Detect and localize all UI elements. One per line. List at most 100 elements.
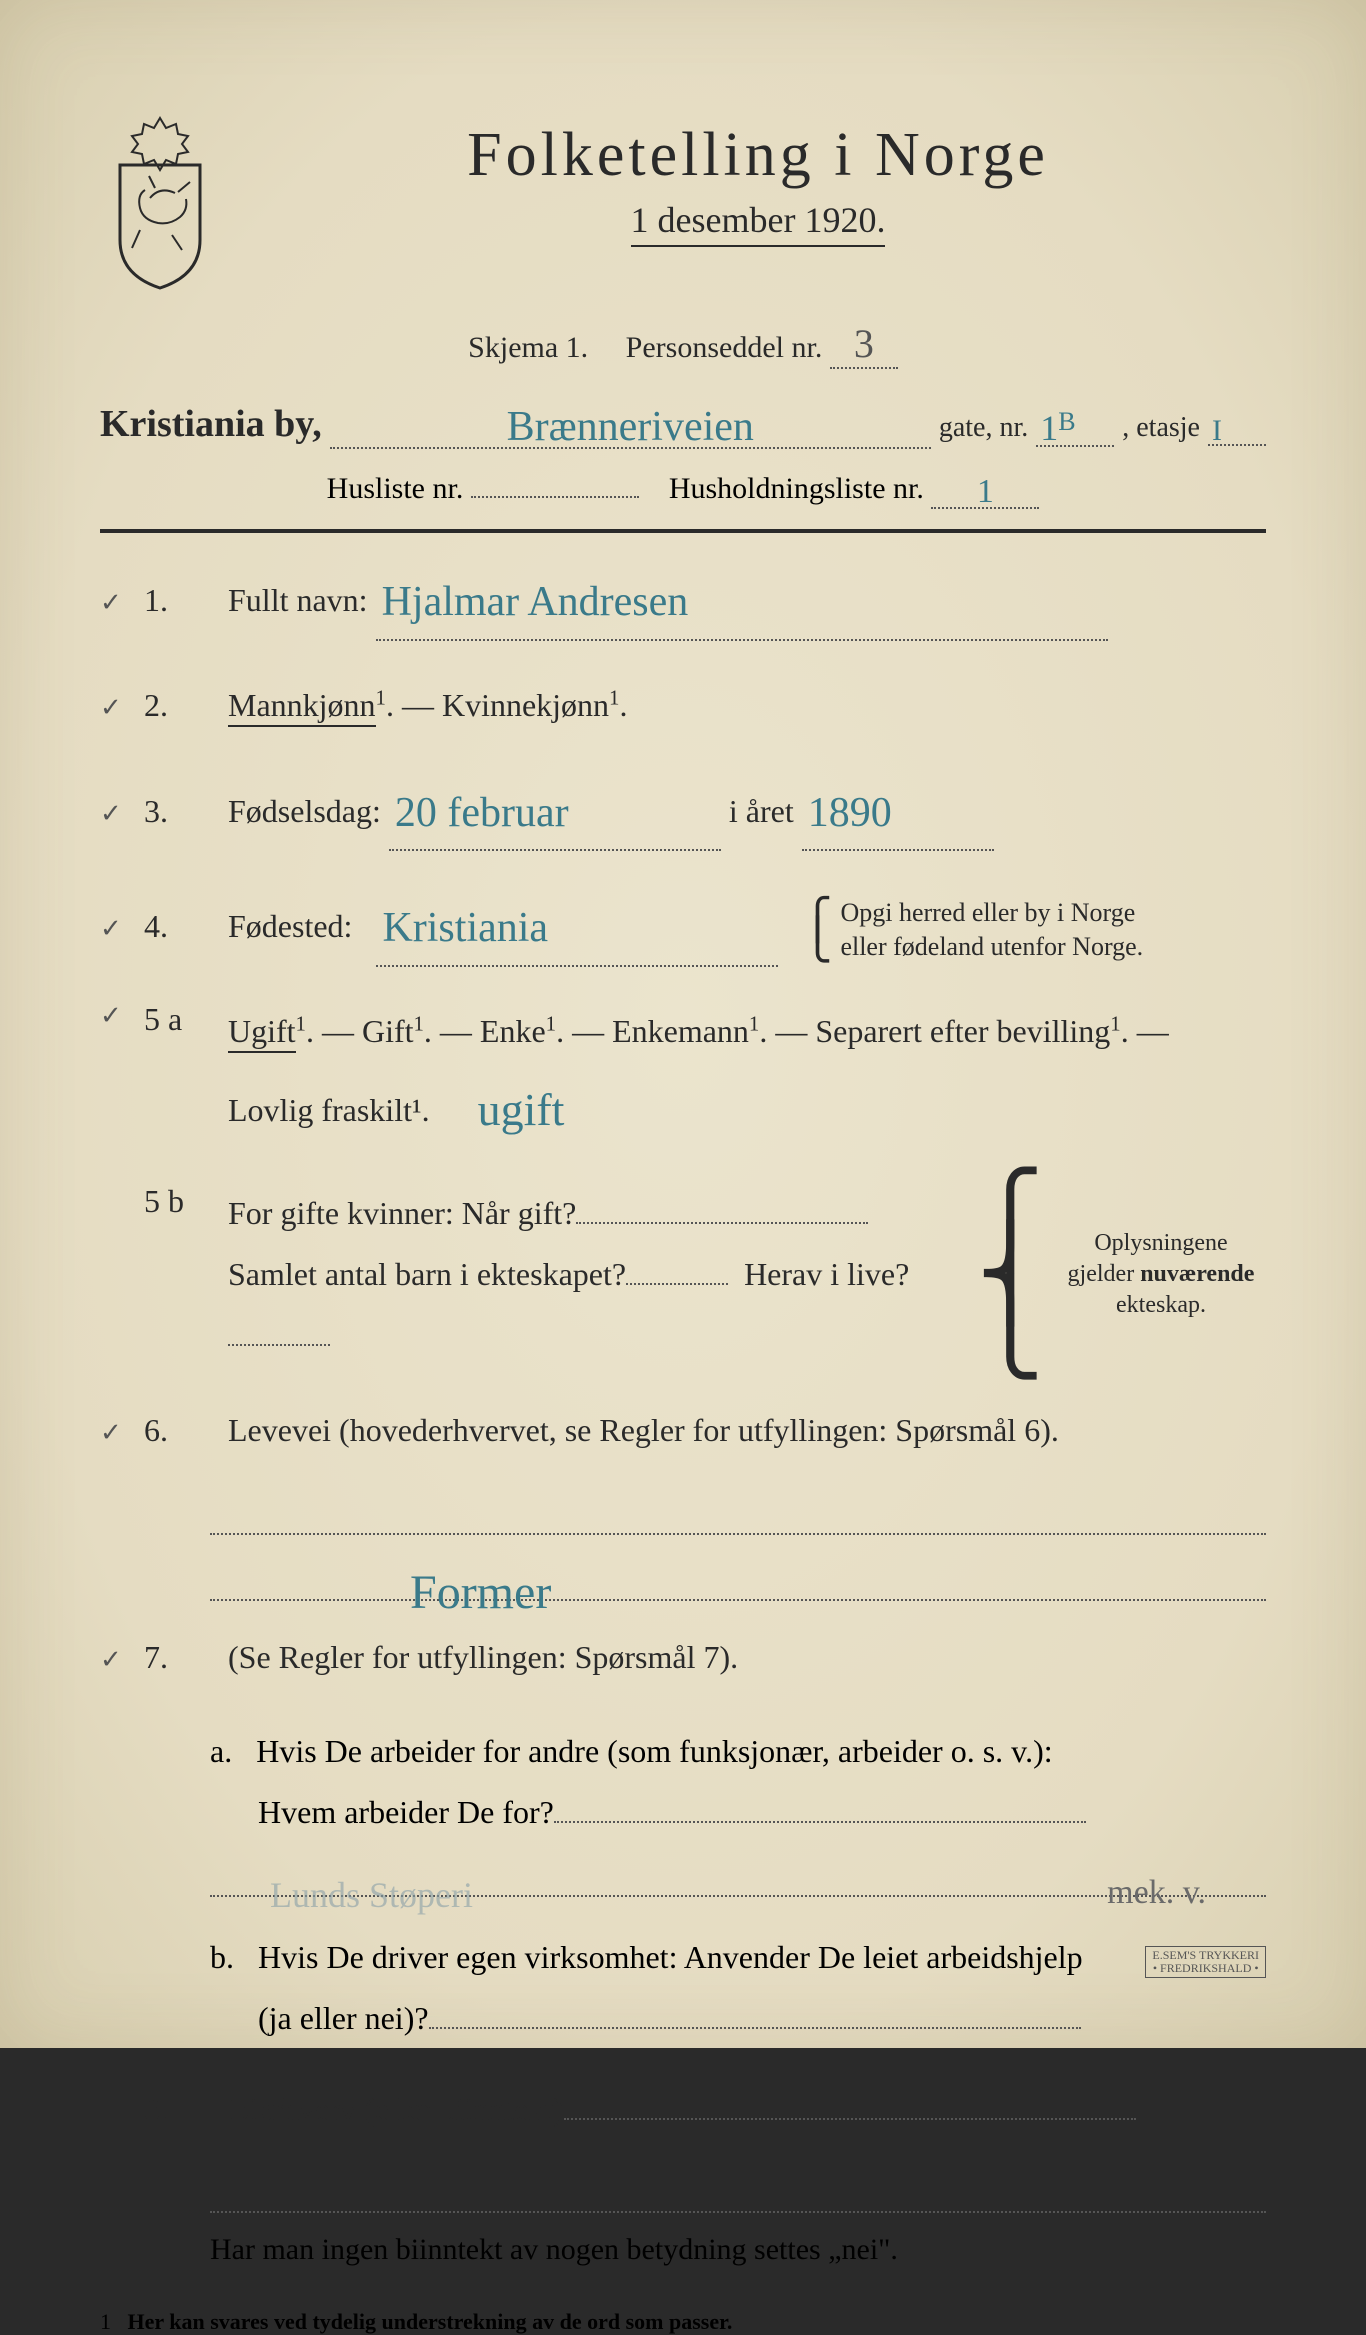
sub-date-wrap: 1 desember 1920. (250, 191, 1266, 247)
street-field: Brænneriveien (330, 399, 931, 449)
footer-note1: Har man ingen biinntekt av nogen betydni… (210, 2233, 1266, 2267)
q5b-body: For gifte kvinner: Når gift? Samlet anta… (228, 1183, 1266, 1365)
gate-nr-label: gate, nr. (939, 412, 1028, 444)
q8-field (564, 2118, 1136, 2120)
q5a-row: ✓ 5 a Ugift1. — Gift1. — Enke1. — Enkema… (100, 1001, 1266, 1149)
q4-label: Fødested: (228, 908, 352, 944)
q4-brace-block: ⎧⎩ Opgi herred eller by i Norge eller fø… (802, 896, 1143, 964)
q4-note2: eller fødeland utenfor Norge. (840, 932, 1143, 961)
q5a-num: 5 a (144, 1001, 214, 1038)
q2-female: Kvinnekjønn (442, 687, 609, 723)
q7b-field (429, 2027, 1081, 2029)
skjema-label: Skjema 1. (468, 331, 588, 364)
q6-row: ✓ 6. Levevei (hovederhvervet, se Regler … (100, 1400, 1266, 1461)
q4-row: ✓ 4. Fødested: Kristiania ⎧⎩ Opgi herred… (100, 885, 1266, 967)
q5b-left: For gifte kvinner: Når gift? Samlet anta… (228, 1183, 965, 1365)
q1-body: Fullt navn: Hjalmar Andresen (228, 559, 1266, 641)
q3-check: ✓ (100, 799, 130, 829)
footnote-row: 1 Her kan svares ved tydelig understrekn… (100, 2309, 1266, 2335)
q2-sup2: 1 (609, 686, 619, 709)
q5b-brace-icon: ⎧⎨⎩ (977, 1194, 1045, 1356)
q8-dotted (210, 2173, 1266, 2213)
q7b-text1: Hvis De driver egen virksomhet: Anvender… (258, 1939, 1083, 1975)
q7a-field (554, 1821, 1086, 1823)
q8-body: Bierhverv (eller biinntekt) (228, 2079, 1266, 2140)
q7-label: (Se Regler for utfyllingen: Spørsmål 7). (228, 1639, 738, 1675)
q7a-dotted: Lunds Støperi mek. v. (210, 1857, 1266, 1897)
q1-check: ✓ (100, 588, 130, 618)
printer2: • FREDRIKSHALD • (1153, 1961, 1259, 1975)
q7b-block: b. Hvis De driver egen virksomhet: Anven… (210, 1927, 1266, 2049)
q5a-check: ✓ (100, 1001, 130, 1031)
q2-period2: . (619, 687, 627, 723)
header: Folketelling i Norge 1 desember 1920. (100, 110, 1266, 290)
footnote-text: Her kan svares ved tydelig understreknin… (128, 2309, 733, 2334)
q2-dash: — (402, 687, 442, 723)
coat-of-arms-icon (100, 110, 220, 290)
q8-num: 8. (144, 2091, 214, 2128)
printer1: E.SEM'S TRYKKERI (1152, 1948, 1259, 1962)
q5b-note3: ekteskap. (1116, 1292, 1206, 1318)
q4-brace-top: ⎧⎩ (802, 910, 832, 950)
skjema-line: Skjema 1. Personseddel nr. 3 (100, 320, 1266, 369)
q7a-text2: Hvem arbeider De for? (258, 1794, 554, 1830)
divider (100, 529, 1266, 533)
etasje-label: , etasje (1122, 412, 1200, 444)
q3-year-value: 1890 (808, 774, 892, 854)
q3-day-value: 20 februar (395, 774, 569, 854)
q5b-note1: Oplysningene (1094, 1230, 1227, 1256)
gate-nr-value: 1 (1040, 407, 1058, 449)
q7b-label: b. (210, 1939, 234, 1975)
census-form-page: Folketelling i Norge 1 desember 1920. Sk… (0, 0, 1366, 2048)
q1-value: Hjalmar Andresen (382, 563, 689, 643)
sub-date: 1 desember 1920. (631, 199, 886, 247)
q7-num: 7. (144, 1639, 214, 1676)
personseddel-label: Personseddel nr. (626, 331, 823, 364)
q7a-faded: Lunds Støperi (270, 1861, 473, 1895)
q6-value-line: Former (210, 1561, 1266, 1601)
q5b-note: Oplysningene gjelder nuværende ekteskap. (1056, 1228, 1266, 1322)
q5a-opts2: Lovlig fraskilt¹. (228, 1092, 430, 1128)
q3-year-label: i året (729, 793, 794, 829)
q1-label: Fullt navn: (228, 582, 368, 618)
q6-blank-line (210, 1495, 1266, 1535)
q3-year-field: 1890 (802, 770, 994, 852)
q6-num: 6. (144, 1412, 214, 1449)
shield-svg (100, 110, 220, 290)
q4-body: Fødested: Kristiania ⎧⎩ Opgi herred elle… (228, 885, 1266, 967)
q5b-line1a: For gifte kvinner: Når gift? (228, 1195, 576, 1231)
q2-check: ✓ (100, 693, 130, 723)
q7-check: ✓ (100, 1645, 130, 1675)
street-value: Brænneriveien (507, 403, 754, 451)
q2-body: Mannkjønn1. — Kvinnekjønn1. (228, 675, 1266, 736)
q5a-ugift: Ugift (228, 1013, 296, 1053)
etasje-field: I (1208, 410, 1266, 446)
q6-body: Levevei (hovederhvervet, se Regler for u… (228, 1400, 1266, 1461)
husholdning-value: 1 (977, 473, 994, 511)
personseddel-field: 3 (830, 320, 898, 369)
title-block: Folketelling i Norge 1 desember 1920. (250, 110, 1266, 247)
q8-label: Bierhverv (eller biinntekt) (228, 2091, 564, 2127)
q6-dotted-1 (210, 1495, 1266, 1535)
q5b-barn-field (626, 1283, 728, 1285)
q7a-text1: Hvis De arbeider for andre (som funksjon… (256, 1733, 1052, 1769)
q5b-live-field (228, 1344, 330, 1346)
husholdning-field: 1 (931, 469, 1039, 509)
q1-num: 1. (144, 582, 214, 619)
q6-value: Former (410, 1565, 551, 1599)
q5b-line2b: Herav i live? (744, 1256, 909, 1292)
husliste-row: Husliste nr. Husholdningsliste nr. 1 (100, 469, 1266, 509)
main-title: Folketelling i Norge (250, 120, 1266, 191)
q7b-text2: (ja eller nei)? (258, 2000, 429, 2036)
husholdning-label: Husholdningsliste nr. (669, 472, 924, 505)
q5a-written: ugift (478, 1066, 565, 1153)
q3-num: 3. (144, 793, 214, 830)
footnote-num: 1 (100, 2309, 111, 2334)
q5a-body: Ugift1. — Gift1. — Enke1. — Enkemann1. —… (228, 1001, 1266, 1149)
q5b-row: 5 b For gifte kvinner: Når gift? Samlet … (100, 1183, 1266, 1365)
q5b-num: 5 b (144, 1183, 214, 1220)
etasje-value: I (1212, 414, 1222, 448)
q3-row: ✓ 3. Fødselsdag: 20 februar i året 1890 (100, 770, 1266, 852)
q2-male: Mannkjønn (228, 687, 376, 727)
q4-check: ✓ (100, 914, 130, 944)
